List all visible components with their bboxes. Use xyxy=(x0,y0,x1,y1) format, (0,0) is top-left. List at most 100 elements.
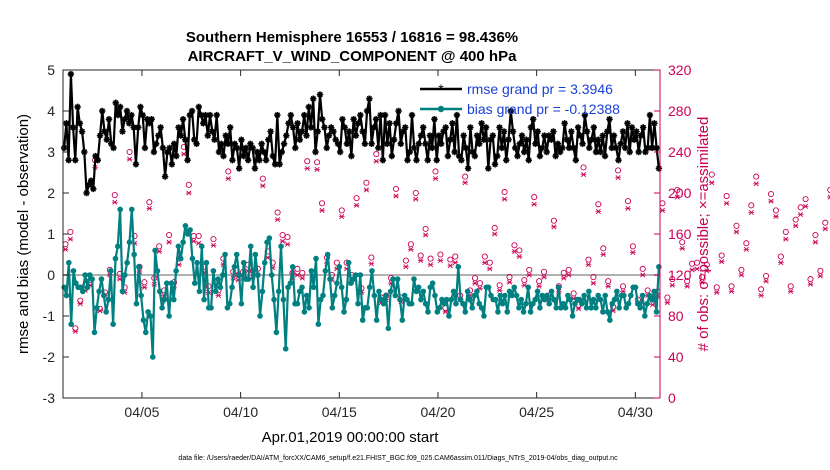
rmse-point xyxy=(258,140,265,147)
rmse-point-stroke xyxy=(386,120,393,127)
rmse-point xyxy=(298,128,306,135)
obs-possible-marker xyxy=(141,279,148,286)
rmse-point-stroke xyxy=(290,124,296,131)
bias-point xyxy=(623,305,629,311)
obs-possible-marker xyxy=(536,278,543,285)
rmse-point-stroke xyxy=(588,136,595,143)
obs-assimilated-marker xyxy=(501,196,508,202)
bias-point xyxy=(301,309,308,315)
bias-point xyxy=(266,235,273,241)
legend-bias-marker xyxy=(437,105,445,113)
obs-possible-marker xyxy=(605,278,612,285)
bias-point xyxy=(121,272,128,278)
bias-point xyxy=(184,231,191,237)
rmse-point-stroke xyxy=(413,157,420,164)
rmse-point xyxy=(572,157,580,164)
rmse-point-stroke xyxy=(189,108,195,114)
obs-possible-marker xyxy=(432,168,439,175)
y-left-tick-label: -3 xyxy=(43,390,56,406)
rmse-point-stroke xyxy=(379,157,386,164)
rmse-point-stroke xyxy=(575,124,581,131)
rmse-point xyxy=(287,111,295,119)
rmse-point-stroke xyxy=(182,136,189,143)
rmse-point xyxy=(195,103,202,111)
x-tick-label: 04/15 xyxy=(322,404,357,420)
x-axis-label: Apr.01,2019 00:00:00 start xyxy=(262,429,440,446)
data-file-footer: data file: /Users/raeder/DAI/ATM_forcXX/… xyxy=(178,455,618,462)
bias-point xyxy=(89,276,95,282)
obs-assimilated-marker xyxy=(427,262,434,268)
bias-point xyxy=(77,284,84,291)
obs-possible-marker xyxy=(629,243,636,250)
bias-point xyxy=(371,292,378,299)
bias-point xyxy=(635,300,641,307)
bias-point xyxy=(607,317,613,323)
rmse-point xyxy=(372,116,380,123)
rmse-point-stroke xyxy=(184,157,191,164)
bias-point xyxy=(187,227,193,233)
obs-assimilated-marker xyxy=(630,249,636,255)
rmse-point xyxy=(128,111,135,119)
rmse-point-stroke xyxy=(550,128,557,135)
bias-point xyxy=(558,305,564,311)
obs-possible-marker xyxy=(738,266,745,273)
obs-possible-marker xyxy=(797,204,804,211)
bias-point xyxy=(441,300,448,307)
rmse-point-stroke xyxy=(366,95,373,102)
rmse-point xyxy=(256,157,263,164)
rmse-point xyxy=(274,111,281,119)
bias-point xyxy=(457,296,464,303)
obs-assimilated-marker xyxy=(279,238,286,244)
obs-assimilated-marker xyxy=(807,281,814,287)
bias-point xyxy=(562,305,569,311)
rmse-point xyxy=(417,132,425,139)
rmse-point xyxy=(325,132,333,139)
obs-possible-marker xyxy=(318,200,326,207)
rmse-point-stroke xyxy=(169,161,175,168)
rmse-point-stroke xyxy=(63,120,70,127)
rmse-point xyxy=(384,140,391,147)
rmse-point xyxy=(480,136,488,143)
bias-point xyxy=(247,243,254,250)
rmse-point-stroke xyxy=(357,112,364,118)
rmse-point xyxy=(630,136,638,143)
rmse-point xyxy=(209,128,216,135)
rmse-point-stroke xyxy=(350,116,357,123)
rmse-point-stroke xyxy=(175,124,182,131)
bias-point xyxy=(115,243,121,250)
rmse-point xyxy=(220,152,227,160)
rmse-point-stroke xyxy=(498,145,505,151)
rmse-point-stroke xyxy=(362,140,368,147)
rmse-point xyxy=(134,124,142,131)
rmse-point-stroke xyxy=(602,153,608,159)
rmse-point xyxy=(233,144,241,152)
bias-point xyxy=(296,288,303,295)
rmse-point xyxy=(482,124,490,131)
bias-point xyxy=(336,264,343,270)
rmse-point xyxy=(67,70,75,78)
rmse-point xyxy=(354,120,362,127)
x-axis: 04/05 04/10 04/15 04/20 04/25 04/30 xyxy=(124,70,653,420)
obs-possible-marker xyxy=(462,173,469,180)
rmse-point xyxy=(321,124,328,131)
rmse-point xyxy=(173,152,180,160)
rmse-point-stroke xyxy=(106,116,112,123)
obs-assimilated-marker xyxy=(738,272,745,278)
rmse-point-stroke xyxy=(326,132,332,139)
rmse-point xyxy=(422,140,429,147)
obs-possible-marker xyxy=(156,243,163,250)
rmse-point-stroke xyxy=(198,112,204,118)
rmse-point xyxy=(60,144,68,152)
rmse-point-stroke xyxy=(590,124,597,131)
rmse-point xyxy=(559,144,566,152)
rmse-point-stroke xyxy=(581,112,588,118)
rmse-point-stroke xyxy=(124,108,130,114)
rmse-point xyxy=(370,124,378,131)
rmse-point-stroke xyxy=(436,132,442,139)
rmse-point xyxy=(393,120,400,127)
rmse-point-stroke xyxy=(608,145,615,151)
rmse-point xyxy=(464,165,472,172)
rmse-point xyxy=(123,107,131,115)
rmse-point xyxy=(633,128,640,135)
rmse-point-stroke xyxy=(561,120,568,127)
